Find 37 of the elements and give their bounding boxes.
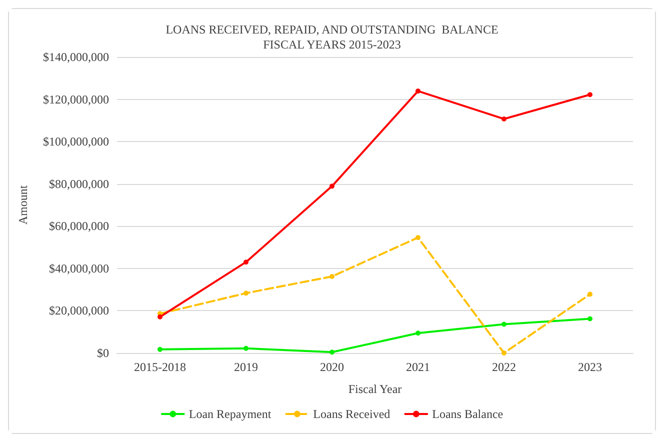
point: [244, 260, 248, 265]
point: [502, 350, 506, 356]
point: [588, 316, 592, 322]
point: [158, 346, 162, 352]
x-tick-label: 2020: [320, 360, 344, 374]
point: [330, 350, 334, 355]
y-tick-label: $20,000,000: [49, 304, 109, 318]
y-axis-title: Amount: [16, 184, 30, 225]
y-tick-label: $80,000,000: [49, 176, 109, 191]
legend-label: Loans Balance: [432, 407, 504, 421]
x-axis-title: Fiscal Year: [348, 382, 402, 396]
y-tick-label: $120,000,000: [43, 92, 109, 106]
y-tick-label: $0: [97, 346, 109, 360]
y-tick-label: $100,000,000: [43, 134, 109, 149]
point: [416, 330, 420, 336]
point: [158, 314, 162, 320]
chart-title: LOANS RECEIVED, REPAID, AND OUTSTANDING BALANCE FISCAL YEARS 2015-2023: [166, 22, 498, 52]
point: [588, 92, 592, 98]
point: [502, 116, 506, 122]
point: [244, 290, 248, 296]
x-tick-label: 2021: [406, 360, 430, 374]
point: [588, 292, 592, 297]
x-tick-label: 2015-2018: [134, 360, 186, 374]
legend-label: Loans Received: [313, 407, 390, 421]
point: [330, 274, 334, 279]
y-tick-label: $60,000,000: [49, 219, 109, 234]
y-tick-label: $40,000,000: [49, 261, 109, 276]
point: [244, 346, 248, 351]
point: [416, 235, 420, 240]
y-tick-label: $140,000,000: [43, 50, 109, 64]
legend-label: Loan Repayment: [188, 407, 272, 421]
point: [416, 88, 420, 94]
x-tick-label: 2023: [578, 360, 602, 374]
point: [330, 184, 334, 189]
x-tick-label: 2022: [492, 360, 516, 374]
point: [502, 322, 506, 327]
x-tick-label: 2019: [234, 360, 258, 374]
